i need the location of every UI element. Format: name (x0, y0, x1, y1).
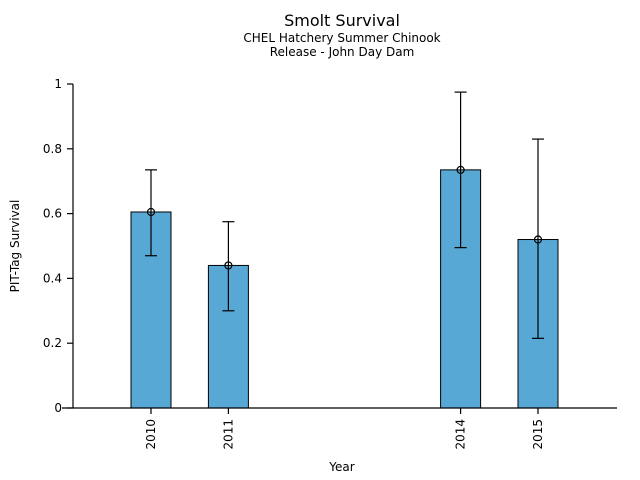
x-tick-label-2011: 2011 (221, 419, 235, 450)
y-tick-label-0.8: 0.8 (43, 142, 62, 156)
x-tick-label-2010: 2010 (144, 419, 158, 450)
x-tick-label-2014: 2014 (454, 419, 468, 450)
y-axis-label: PIT-Tag Survival (8, 200, 22, 293)
point-marker-2014 (456, 165, 465, 174)
bars-layer (130, 169, 559, 409)
x-axis-label: Year (328, 460, 354, 474)
tick-labels-layer: 0 0.2 0.4 0.6 0.8 1 2010 2011 2014 2015 (43, 77, 545, 450)
chart-subtitle-line1: CHEL Hatchery Summer Chinook (243, 31, 440, 45)
y-tick-label-0.4: 0.4 (43, 271, 62, 285)
x-tick-label-2015: 2015 (531, 419, 545, 450)
point-marker-2010 (146, 207, 156, 217)
y-tick-label-0.2: 0.2 (43, 336, 62, 350)
point-marker-2015 (533, 235, 543, 244)
y-tick-label-0: 0 (54, 401, 62, 415)
axes-layer (62, 83, 617, 414)
chart-subtitle-line2: Release - John Day Dam (270, 45, 415, 59)
chart-title: Smolt Survival (284, 11, 400, 30)
y-tick-label-1: 1 (54, 77, 62, 91)
point-marker-2011 (224, 261, 233, 270)
y-tick-label-0.6: 0.6 (43, 207, 62, 221)
error-bars-layer (145, 91, 544, 339)
